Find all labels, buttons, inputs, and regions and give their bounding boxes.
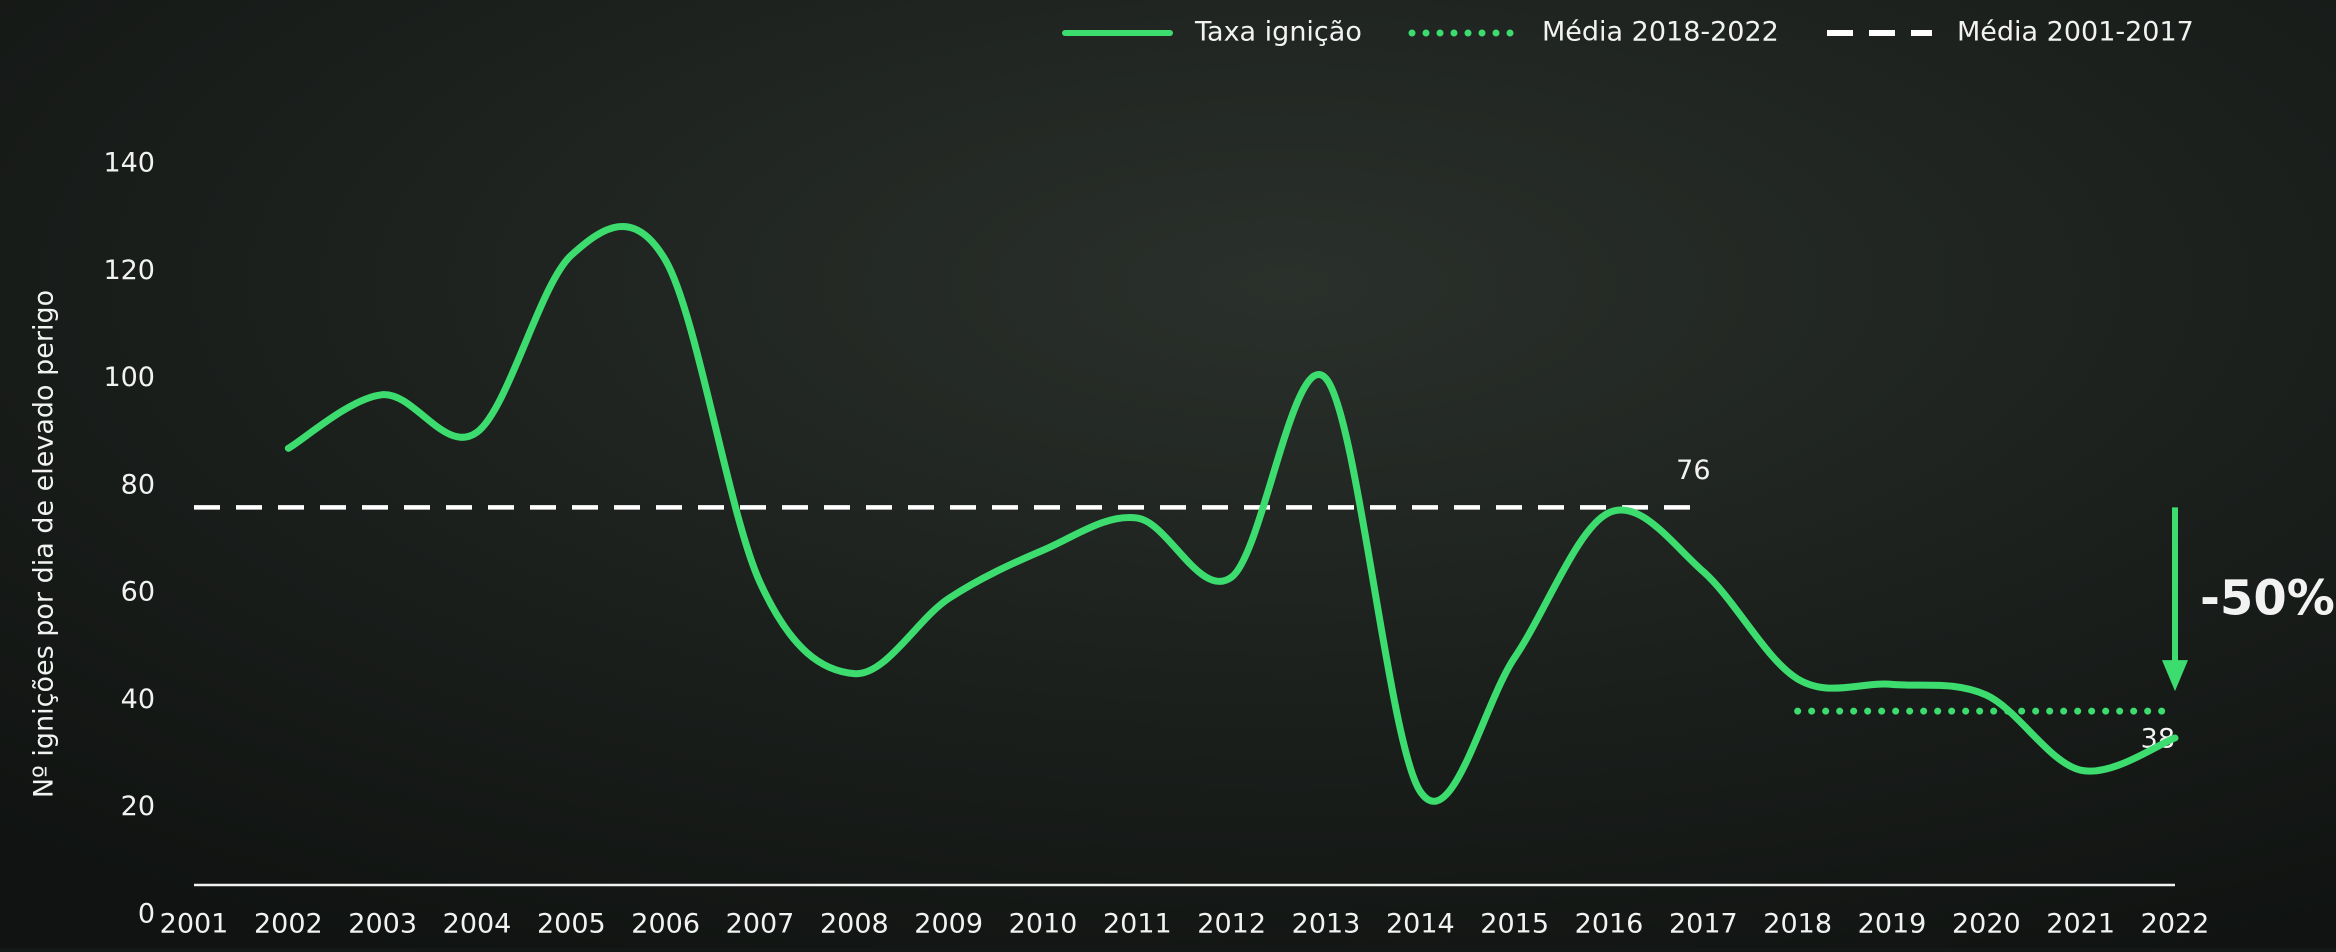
y-tick-label: 140	[103, 148, 155, 179]
x-tick-label: 2020	[1952, 909, 2021, 940]
y-tick-label: 80	[121, 469, 155, 500]
y-tick-label: 0	[138, 899, 155, 930]
y-tick-label: 100	[103, 362, 155, 393]
x-tick-label: 2018	[1763, 909, 1832, 940]
legend-label: Média 2001-2017	[1957, 17, 2194, 48]
legend-label: Média 2018-2022	[1542, 17, 1779, 48]
legend-label: Taxa ignição	[1194, 17, 1362, 48]
x-tick-label: 2004	[443, 909, 512, 940]
y-tick-label: 40	[121, 684, 155, 715]
x-tick-label: 2012	[1197, 909, 1266, 940]
y-tick-label: 120	[103, 255, 155, 286]
x-tick-label: 2009	[914, 909, 983, 940]
y-tick-label: 20	[121, 791, 155, 822]
x-tick-label: 2002	[254, 909, 323, 940]
x-tick-label: 2005	[537, 909, 606, 940]
x-tick-label: 2017	[1669, 909, 1738, 940]
series-line	[284, 223, 2179, 805]
x-tick-label: 2006	[631, 909, 700, 940]
x-tick-label: 2001	[160, 909, 229, 940]
y-tick-label: 60	[121, 577, 155, 608]
x-tick-label: 2021	[2046, 909, 2115, 940]
x-tick-label: 2010	[1009, 909, 1078, 940]
annotation-arrowhead	[2162, 660, 2188, 692]
x-tick-label: 2019	[1858, 909, 1927, 940]
y-axis-label: Nº ignições por dia de elevado perigo	[29, 290, 60, 798]
x-tick-label: 2016	[1575, 909, 1644, 940]
annotation: -50%	[2200, 571, 2335, 627]
x-tick-label: 2007	[726, 909, 795, 940]
x-tick-label: 2015	[1480, 909, 1549, 940]
reference-value-label: 76	[1676, 455, 1710, 486]
x-tick-label: 2008	[820, 909, 889, 940]
x-tick-label: 2011	[1103, 909, 1172, 940]
x-tick-label: 2022	[2141, 909, 2210, 940]
x-tick-label: 2003	[348, 909, 417, 940]
x-tick-label: 2014	[1386, 909, 1455, 940]
x-tick-label: 2013	[1292, 909, 1361, 940]
